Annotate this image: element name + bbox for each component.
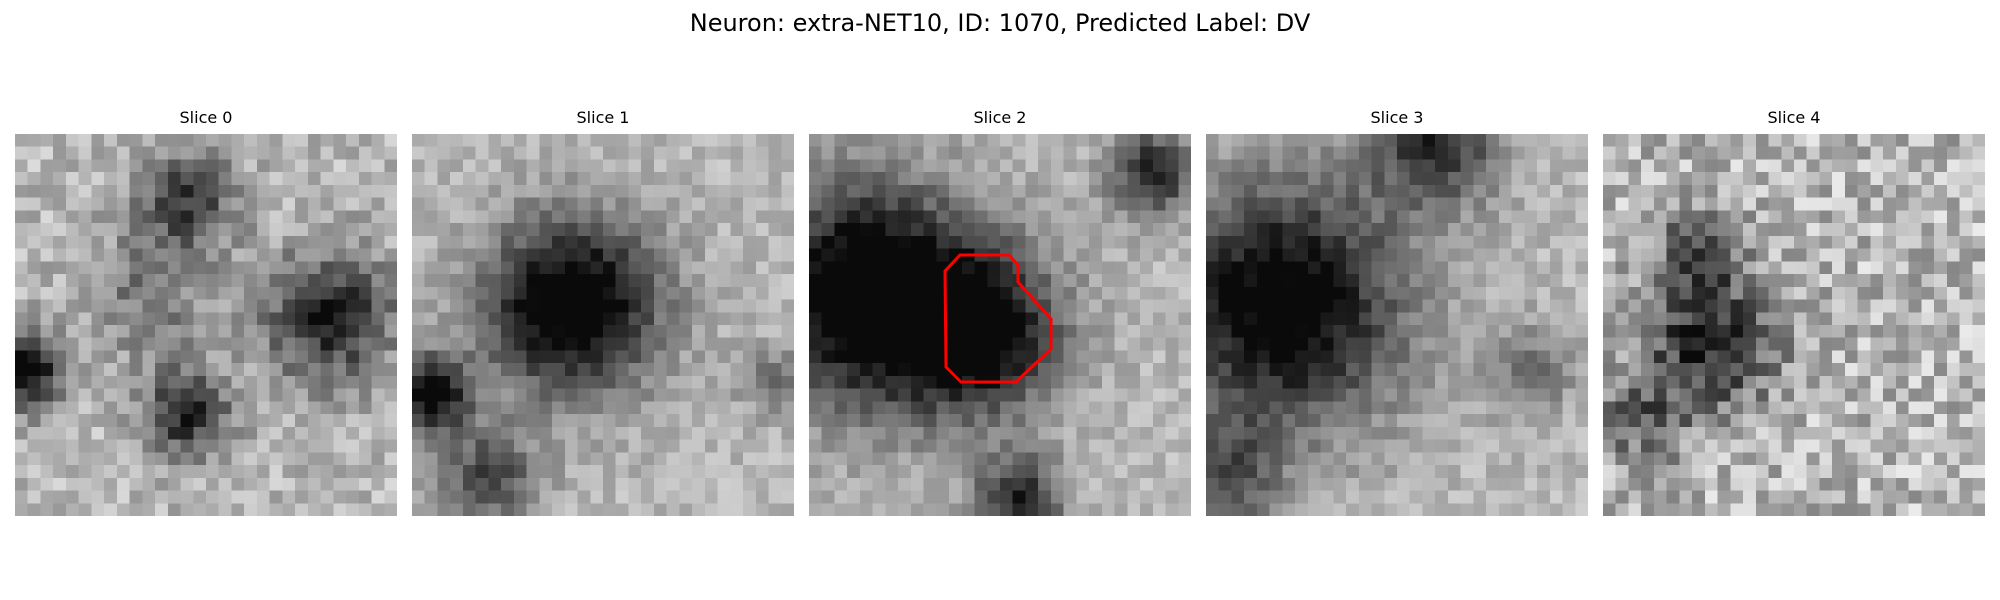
slice-title: Slice 3	[1370, 108, 1424, 127]
slice-panel-0: Slice 0	[15, 108, 397, 516]
slice-title: Slice 0	[179, 108, 233, 127]
slice-image	[1206, 134, 1588, 516]
slice-panel-4: Slice 4	[1603, 108, 1985, 516]
slice-image	[412, 134, 794, 516]
slice-panel-2: Slice 2	[809, 108, 1191, 516]
slice-title: Slice 2	[973, 108, 1027, 127]
slice-image	[15, 134, 397, 516]
slice-panel-3: Slice 3	[1206, 108, 1588, 516]
slice-title: Slice 1	[576, 108, 630, 127]
slice-image	[809, 134, 1191, 516]
figure-title: Neuron: extra-NET10, ID: 1070, Predicted…	[689, 9, 1311, 37]
slice-title: Slice 4	[1767, 108, 1821, 127]
slice-panel-1: Slice 1	[412, 108, 794, 516]
slice-image	[1603, 134, 1985, 516]
